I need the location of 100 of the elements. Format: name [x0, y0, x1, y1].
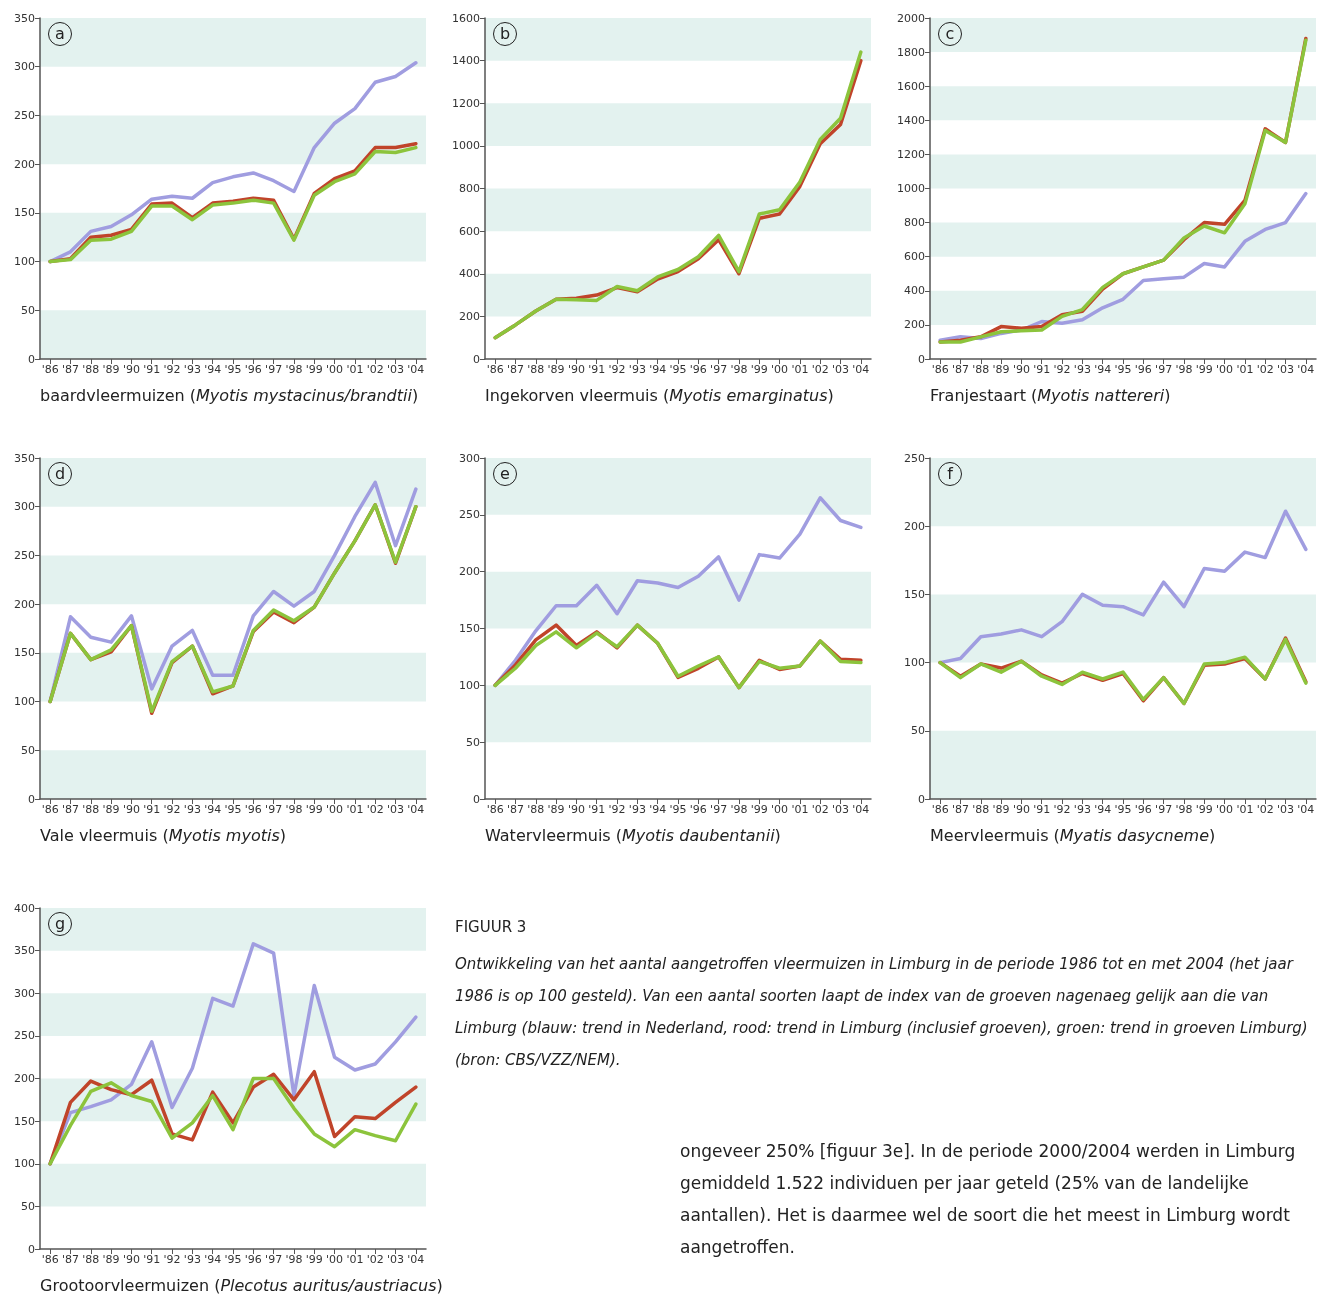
x-tick-label: '87 — [951, 363, 969, 376]
x-tick-label: '94 — [1094, 803, 1112, 816]
x-tick-label: '92 — [1053, 803, 1071, 816]
y-tick-label: 400 — [459, 267, 480, 281]
y-tick-label: 100 — [14, 1157, 35, 1171]
x-tick-label: '04 — [1297, 363, 1315, 376]
x-tick-label: '95 — [224, 1253, 242, 1266]
y-tick-label: 150 — [904, 587, 925, 601]
y-tick-label: 1200 — [897, 147, 925, 161]
x-tick-label: '89 — [547, 803, 565, 816]
x-tick-label: '04 — [407, 363, 425, 376]
x-tick-label: '92 — [163, 803, 181, 816]
annotation: d — [48, 462, 72, 486]
x-tick-label: '93 — [183, 1253, 201, 1266]
x-tick-label: '97 — [265, 803, 283, 816]
x-tick-label: '90 — [567, 803, 585, 816]
x-tick-label: '98 — [285, 803, 303, 816]
x-tick-label: '88 — [527, 803, 545, 816]
y-tick-label: 250 — [14, 108, 35, 122]
text: Vale vleermuis (Myotis myotis) — [40, 826, 286, 845]
annotation: c — [938, 22, 962, 46]
x-tick-label: '02 — [366, 363, 384, 376]
x-tick-label: '01 — [791, 363, 809, 376]
x-tick-label: '94 — [649, 363, 667, 376]
x-tick-label: '03 — [832, 803, 850, 816]
x-tick-label: '96 — [689, 363, 707, 376]
x-tick-label: '98 — [1175, 803, 1193, 816]
x-tick-label: '97 — [265, 363, 283, 376]
x-tick-label: '03 — [1277, 363, 1295, 376]
text: Watervleermuis (Myotis daubentanii) — [485, 826, 781, 845]
y-tick-label: 0 — [918, 792, 925, 806]
x-tick-label: '96 — [244, 803, 262, 816]
x-tick-label: '00 — [771, 803, 789, 816]
x-tick-label: '92 — [163, 363, 181, 376]
x-tick-label: '91 — [143, 1253, 161, 1266]
y-tick-label: 50 — [466, 735, 480, 749]
text: baardvleermuizen (Myotis mystacinus/brandtii) — [40, 386, 419, 405]
text: Ingekorven vleermuis (Myotis emarginatus) — [485, 386, 834, 405]
x-tick-label: '01 — [791, 803, 809, 816]
x-tick-label: '87 — [951, 803, 969, 816]
x-tick-label: '94 — [204, 1253, 222, 1266]
y-tick-label: 600 — [904, 250, 925, 264]
x-tick-label: '86 — [41, 803, 59, 816]
x-tick-label: '99 — [305, 803, 323, 816]
y-tick-label: 1600 — [452, 11, 480, 25]
x-tick-label: '03 — [1277, 803, 1295, 816]
x-tick-label: '00 — [1216, 803, 1234, 816]
x-tick-label: '94 — [204, 363, 222, 376]
x-tick-label: '99 — [1195, 363, 1213, 376]
x-tick-label: '96 — [244, 363, 262, 376]
x-tick-label: '93 — [1073, 363, 1091, 376]
x-tick-label: '91 — [1033, 363, 1051, 376]
x-tick-label: '96 — [689, 803, 707, 816]
x-tick-label: '90 — [122, 803, 140, 816]
y-tick-label: 200 — [14, 597, 35, 611]
y-tick-label: 250 — [14, 1029, 35, 1043]
y-tick-label: 50 — [21, 303, 35, 317]
y-tick-label: 150 — [14, 206, 35, 220]
x-tick-label: '93 — [1073, 803, 1091, 816]
text: Grootoorvleermuizen (Plecotus auritus/austriacus) — [40, 1276, 443, 1295]
x-tick-label: '93 — [183, 363, 201, 376]
y-tick-label: 50 — [911, 724, 925, 738]
x-tick-label: '02 — [1256, 363, 1274, 376]
x-tick-label: '01 — [346, 363, 364, 376]
y-tick-label: 100 — [14, 255, 35, 269]
x-tick-label: '89 — [992, 363, 1010, 376]
x-tick-label: '94 — [204, 803, 222, 816]
y-tick-label: 400 — [14, 901, 35, 915]
x-tick-label: '01 — [1236, 803, 1254, 816]
x-tick-label: '99 — [305, 1253, 323, 1266]
x-tick-label: '04 — [852, 363, 870, 376]
x-tick-label: '97 — [265, 1253, 283, 1266]
y-tick-label: 0 — [918, 352, 925, 366]
y-tick-label: 0 — [28, 352, 35, 366]
y-tick-label: 1000 — [452, 139, 480, 153]
text: ongeveer 250% [figuur 3e]. In de periode 2000/2004 werden in Limburg gemiddeld 1.522 individuen per jaar geteld (25% van de landelijke aantallen). Het is daarmee wel de soort die het meest in Limburg wordt aangetroffen. — [680, 1140, 1297, 1259]
x-tick-label: '97 — [1155, 363, 1173, 376]
y-tick-label: 800 — [904, 216, 925, 230]
x-tick-label: '03 — [387, 363, 405, 376]
x-tick-label: '00 — [326, 803, 344, 816]
x-tick-label: '99 — [750, 803, 768, 816]
x-tick-label: '90 — [122, 363, 140, 376]
y-tick-label: 250 — [904, 451, 925, 465]
y-tick-label: 150 — [14, 646, 35, 660]
x-tick-label: '98 — [730, 363, 748, 376]
y-tick-label: 350 — [14, 944, 35, 958]
x-tick-label: '93 — [628, 803, 646, 816]
x-tick-label: '97 — [710, 363, 728, 376]
y-tick-label: 200 — [459, 565, 480, 579]
x-tick-label: '00 — [1216, 363, 1234, 376]
y-tick-label: 200 — [459, 309, 480, 323]
y-tick-label: 1000 — [897, 182, 925, 195]
x-tick-label: '99 — [1195, 803, 1213, 816]
x-tick-label: '88 — [82, 1253, 100, 1266]
x-tick-label: '89 — [992, 803, 1010, 816]
x-tick-label: '03 — [387, 803, 405, 816]
x-tick-label: '92 — [608, 363, 626, 376]
y-tick-label: 50 — [21, 1199, 35, 1213]
x-tick-label: '98 — [1175, 363, 1193, 376]
x-tick-label: '86 — [486, 803, 504, 816]
